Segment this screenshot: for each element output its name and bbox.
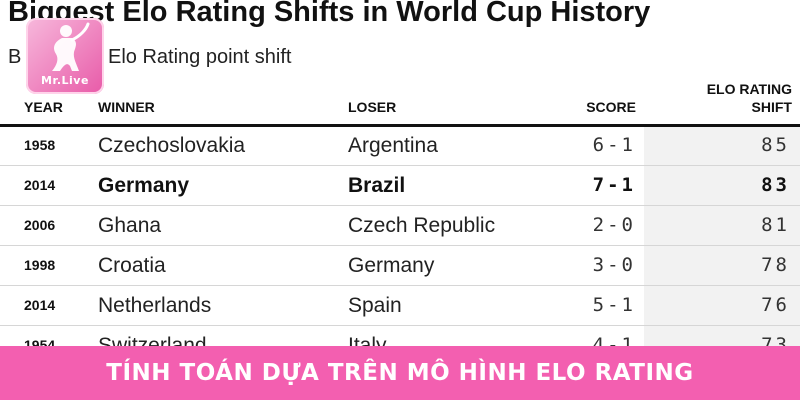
header-winner: WINNER bbox=[98, 99, 155, 115]
banner-text: TÍNH TOÁN DỰA TRÊN MÔ HÌNH ELO RATING bbox=[106, 360, 694, 386]
loser-cell: Argentina bbox=[348, 134, 438, 157]
score-cell: 5-1 bbox=[592, 294, 636, 316]
shift-cell: 76 bbox=[761, 294, 790, 316]
shift-cell: 81 bbox=[761, 214, 790, 236]
table-row: 2014 Germany Brazil 7-1 83 bbox=[0, 166, 800, 206]
chart-subtitle: B Elo Rating point shift bbox=[8, 46, 291, 69]
score-cell: 7-1 bbox=[592, 174, 636, 196]
shift-cell: 83 bbox=[761, 174, 790, 196]
header-loser: LOSER bbox=[348, 99, 397, 115]
loser-cell: Spain bbox=[348, 294, 402, 317]
loser-cell: Germany bbox=[348, 254, 435, 277]
shift-cell: 78 bbox=[761, 254, 790, 276]
winner-cell: Czechoslovakia bbox=[98, 134, 246, 157]
header-year: YEAR bbox=[24, 99, 63, 115]
table-row: 1998 Croatia Germany 3-0 78 bbox=[0, 246, 800, 286]
winner-cell: Croatia bbox=[98, 254, 166, 277]
winner-cell: Netherlands bbox=[98, 294, 212, 317]
score-cell: 2-0 bbox=[592, 214, 636, 236]
subtitle-text: Elo Rating point shift bbox=[108, 46, 292, 68]
loser-cell: Czech Republic bbox=[348, 214, 496, 237]
table-row: 2006 Ghana Czech Republic 2-0 81 bbox=[0, 206, 800, 246]
subtitle-lead: B bbox=[8, 46, 22, 68]
shift-column-background bbox=[644, 126, 800, 356]
table-row: 2014 Netherlands Spain 5-1 76 bbox=[0, 286, 800, 326]
score-cell: 6-1 bbox=[592, 134, 636, 156]
header-shift: ELO RATING SHIFT bbox=[706, 81, 792, 115]
winner-cell: Ghana bbox=[98, 214, 162, 237]
dancer-silhouette-icon bbox=[52, 22, 90, 71]
header-score: SCORE bbox=[586, 99, 636, 115]
promo-banner: TÍNH TOÁN DỰA TRÊN MÔ HÌNH ELO RATING bbox=[0, 346, 800, 400]
year-cell: 2014 bbox=[24, 177, 56, 193]
chart-title: Biggest Elo Rating Shifts in World Cup H… bbox=[8, 0, 651, 28]
app-logo: Mr.Live bbox=[26, 18, 104, 94]
year-cell: 1998 bbox=[24, 257, 56, 273]
shift-cell: 85 bbox=[761, 134, 790, 156]
table-row: 1958 Czechoslovakia Argentina 6-1 85 bbox=[0, 126, 800, 166]
year-cell: 2006 bbox=[24, 217, 56, 233]
score-cell: 3-0 bbox=[592, 254, 636, 276]
year-cell: 1958 bbox=[24, 137, 56, 153]
loser-cell: Brazil bbox=[348, 174, 406, 197]
year-cell: 2014 bbox=[24, 297, 56, 313]
winner-cell: Germany bbox=[98, 174, 190, 197]
header-rule bbox=[0, 124, 800, 127]
logo-text: Mr.Live bbox=[41, 74, 89, 87]
